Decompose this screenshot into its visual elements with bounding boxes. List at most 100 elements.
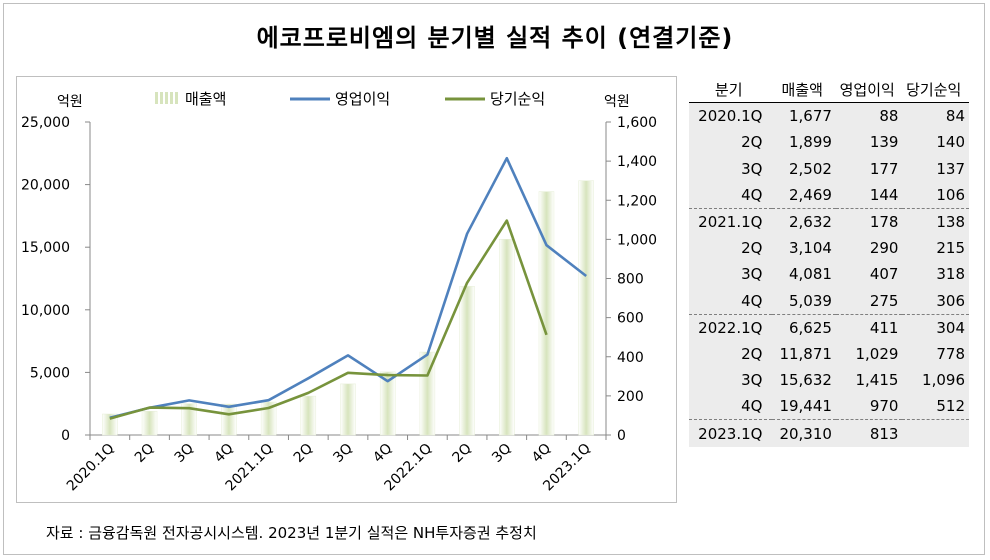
table-quarter-cell: 3Q bbox=[689, 155, 773, 182]
right-axis-tick-label: 1,400 bbox=[617, 154, 657, 170]
table-row: 3Q 4,081 407 318 bbox=[689, 261, 969, 288]
table-value-cell: 1,096 bbox=[902, 367, 969, 394]
bar-revenue bbox=[300, 395, 317, 436]
table-value-cell: 88 bbox=[835, 102, 903, 130]
table-value-cell: 3,104 bbox=[772, 235, 836, 262]
right-axis-tick-label: 600 bbox=[617, 311, 644, 327]
table-value-cell: 275 bbox=[835, 287, 903, 315]
combo-chart: 0 5,000 10,000 15,000 20,000 25,000 0 200 400 600… bbox=[21, 90, 657, 495]
legend-label-operating-profit: 영업이익 bbox=[335, 90, 390, 108]
table-row: 2Q 11,871 1,029 778 bbox=[689, 340, 969, 368]
legend-swatch-revenue bbox=[160, 92, 163, 104]
table-row: 4Q 2,469 144 106 bbox=[689, 181, 969, 209]
x-axis-category-label: 2Q bbox=[291, 441, 316, 466]
table-value-cell: 970 bbox=[835, 393, 903, 420]
table-value-cell: 11,871 bbox=[772, 340, 836, 368]
bar-revenue bbox=[499, 239, 515, 436]
bar-revenue bbox=[538, 191, 555, 436]
bar-revenue bbox=[340, 383, 356, 436]
table-value-cell: 2,632 bbox=[772, 207, 836, 236]
x-axis-category-label: 4Q bbox=[370, 441, 395, 466]
table-value-cell: 512 bbox=[902, 393, 969, 420]
bar-revenue bbox=[141, 410, 158, 436]
right-axis-tick-label: 400 bbox=[617, 350, 644, 366]
table-value-cell: 106 bbox=[902, 181, 969, 209]
table-row: 2023.1Q 20,310 813 bbox=[689, 419, 969, 447]
left-axis-tick-label: 25,000 bbox=[21, 115, 70, 131]
line-net-income bbox=[109, 219, 548, 420]
bar-revenue bbox=[221, 403, 237, 436]
bar-revenue bbox=[102, 413, 118, 436]
left-axis-tick-label: 10,000 bbox=[21, 303, 70, 319]
table-row: 4Q 5,039 275 306 bbox=[689, 287, 969, 315]
table-value-cell: 407 bbox=[835, 261, 903, 288]
table-value-cell: 778 bbox=[902, 340, 969, 368]
legend-swatch-revenue bbox=[165, 92, 168, 104]
bar-revenue bbox=[459, 286, 475, 436]
table-quarter-cell: 2Q bbox=[689, 340, 773, 368]
table-header-cell: 분기 bbox=[689, 76, 773, 104]
left-axis-tick-label: 5,000 bbox=[30, 365, 70, 381]
results-table: 분기 매출액 영업이익 당기순익 2020.1Q 1,677 88 84 2Q 1,899 139… bbox=[689, 76, 969, 447]
table-value-cell: 215 bbox=[902, 235, 969, 262]
table-value-cell: 84 bbox=[902, 102, 969, 130]
table-quarter-cell: 4Q bbox=[689, 181, 773, 209]
table-value-cell: 15,632 bbox=[772, 367, 836, 394]
x-axis-category-label: 3Q bbox=[489, 441, 514, 466]
table-value-cell: 139 bbox=[835, 129, 903, 156]
table-value-cell: 177 bbox=[835, 155, 903, 182]
table-row: 4Q 19,441 970 512 bbox=[689, 393, 969, 420]
source-note: 자료 : 금융감독원 전자공시시스템. 2023년 1분기 실적은 NH투자증권… bbox=[46, 524, 537, 542]
table-value-cell: 20,310 bbox=[772, 419, 836, 447]
legend-swatch-revenue bbox=[170, 92, 173, 104]
x-axis-category-label: 3Q bbox=[330, 441, 355, 466]
right-axis-tick-label: 1,200 bbox=[617, 193, 657, 209]
x-axis-category-label: 2020.1Q bbox=[64, 441, 118, 495]
table-value-cell: 178 bbox=[835, 207, 903, 236]
table-value-cell: 1,415 bbox=[835, 367, 903, 394]
right-axis-tick-label: 1,000 bbox=[617, 232, 657, 248]
left-axis-tick-label: 0 bbox=[61, 428, 70, 444]
right-axis-unit: 억원 bbox=[604, 94, 630, 110]
table-header-cell: 매출액 bbox=[772, 76, 836, 104]
table-header-cell: 당기순익 bbox=[902, 76, 969, 104]
x-axis-category-label: 3Q bbox=[172, 441, 197, 466]
figure-title: 에코프로비엠의 분기별 실적 추이 (연결기준) bbox=[256, 24, 734, 52]
left-axis-tick-label: 15,000 bbox=[21, 240, 70, 256]
table-value-cell: 6,625 bbox=[772, 313, 836, 341]
table-value-cell: 1,029 bbox=[835, 340, 903, 368]
table-row: 3Q 2,502 177 137 bbox=[689, 155, 969, 182]
legend-swatch-revenue bbox=[175, 92, 178, 104]
table-value-cell: 138 bbox=[902, 207, 969, 236]
table-value-cell: 318 bbox=[902, 261, 969, 288]
bar-revenue bbox=[181, 403, 197, 436]
table-value-cell: 290 bbox=[835, 235, 903, 262]
left-axis-tick-label: 20,000 bbox=[21, 178, 70, 194]
chart-area: 0 5,000 10,000 15,000 20,000 25,000 0 200 400 600… bbox=[16, 76, 677, 503]
table-row: 2Q 3,104 290 215 bbox=[689, 235, 969, 262]
table-row: 3Q 15,632 1,415 1,096 bbox=[689, 367, 969, 394]
table-quarter-cell: 3Q bbox=[689, 367, 773, 394]
x-axis-category-label: 4Q bbox=[211, 441, 236, 466]
table-value-cell: 19,441 bbox=[772, 393, 836, 420]
legend-label-revenue: 매출액 bbox=[185, 90, 226, 108]
table-value-cell: 137 bbox=[902, 155, 969, 182]
table-quarter-cell: 4Q bbox=[689, 287, 773, 315]
table-value-cell: 144 bbox=[835, 181, 903, 209]
line-operating-profit bbox=[109, 156, 587, 420]
x-axis-category-label: 2Q bbox=[449, 441, 474, 466]
bar-revenue bbox=[578, 180, 594, 436]
legend-swatch-revenue bbox=[155, 92, 158, 104]
x-axis-category-label: 2Q bbox=[132, 441, 157, 466]
x-axis-category-label: 4Q bbox=[529, 441, 554, 466]
right-axis-tick-label: 800 bbox=[617, 272, 644, 288]
table-quarter-cell: 2020.1Q bbox=[689, 102, 773, 130]
table-quarter-cell: 2022.1Q bbox=[689, 313, 773, 341]
table-value-cell: 1,677 bbox=[772, 102, 836, 130]
table-value-cell: 411 bbox=[835, 313, 903, 341]
legend-label-net-income: 당기순익 bbox=[490, 90, 545, 108]
table-value-cell: 306 bbox=[902, 287, 969, 315]
figure-frame bbox=[3, 3, 985, 555]
table-header-row: 분기 매출액 영업이익 당기순익 bbox=[689, 76, 969, 104]
table-row: 2022.1Q 6,625 411 304 bbox=[689, 313, 969, 341]
